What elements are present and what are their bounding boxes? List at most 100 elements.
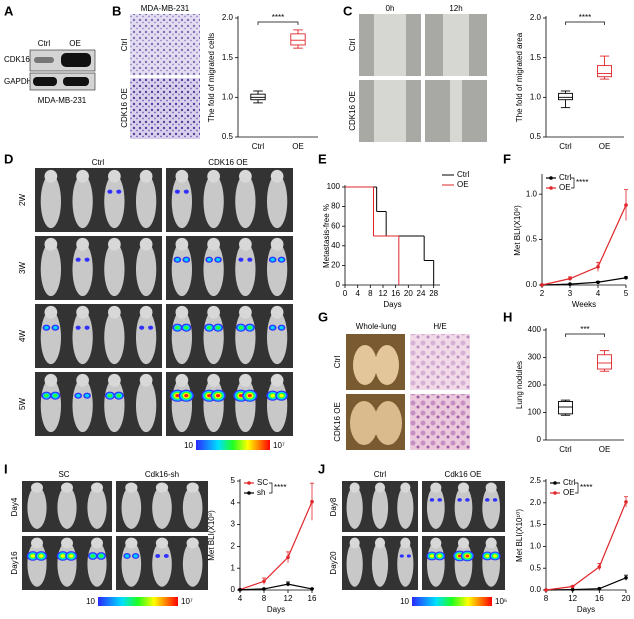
signal — [215, 394, 221, 398]
mouse — [40, 174, 62, 229]
mouse-head — [400, 482, 411, 493]
panel-letter: H — [503, 309, 512, 324]
point — [624, 275, 628, 280]
y-axis-label: Lung nodules — [515, 361, 524, 409]
row-label: CDK16 OE — [120, 88, 129, 128]
point — [624, 500, 628, 504]
lung-lobe — [353, 345, 377, 385]
x-axis-label: Days — [383, 300, 401, 309]
mouse-head — [31, 537, 43, 549]
row-label: 2W — [18, 194, 27, 206]
mouse-head — [61, 482, 73, 493]
x-tick-label: 24 — [417, 289, 426, 298]
mouse — [266, 310, 288, 365]
color-scale — [196, 440, 270, 450]
mouse-head — [61, 537, 73, 549]
signal — [124, 554, 130, 558]
point — [310, 499, 314, 504]
series-line — [239, 583, 313, 591]
row-label: CDK16 — [4, 55, 30, 64]
y-tick-label: 0 — [537, 435, 542, 444]
x-tick-label: 4 — [355, 289, 360, 298]
mouse-head — [186, 482, 199, 493]
signal — [430, 554, 434, 558]
signal — [279, 393, 284, 398]
mouse-head — [239, 305, 252, 319]
blot-band — [61, 53, 91, 67]
legend-label: Ctrl — [563, 478, 576, 487]
mouse — [397, 541, 414, 587]
y-tick-label: 3 — [231, 520, 236, 529]
mouse — [40, 310, 62, 365]
signal — [238, 257, 244, 262]
blot-band — [34, 57, 54, 63]
signal — [175, 325, 180, 330]
mouse — [371, 486, 389, 529]
signal — [84, 325, 90, 330]
column-label: Ctrl — [92, 158, 105, 167]
mouse — [152, 486, 172, 529]
wound-gap — [374, 80, 406, 142]
mouse — [482, 486, 501, 529]
mouse-head — [44, 373, 58, 387]
y-tick-label: 400 — [528, 325, 542, 334]
mouse-head — [155, 537, 169, 549]
signal — [116, 189, 122, 194]
series-line — [541, 277, 627, 286]
y-tick-label: 1 — [231, 563, 236, 572]
signal — [485, 498, 490, 502]
imaging-i-labels: SC Cdk16-sh Day4 Day16 10 10⁷ — [10, 470, 193, 606]
mouse-head — [485, 482, 497, 493]
point — [286, 582, 290, 586]
signal — [492, 498, 498, 502]
signal — [206, 257, 212, 262]
column-label: Ctrl — [38, 39, 51, 48]
signal — [44, 325, 49, 330]
imaging-j-labels: Ctrl Cdk16 OE Day8 Day20 10 10⁶ — [329, 470, 507, 606]
significance-label: **** — [579, 13, 591, 22]
y-axis-label: The fold of migrated area — [515, 32, 524, 122]
blot-band — [33, 77, 57, 86]
mouse — [72, 174, 93, 229]
mouse-head — [270, 305, 284, 319]
signal — [399, 554, 404, 558]
row-label: 4W — [18, 330, 27, 342]
mouse-head — [270, 373, 284, 387]
significance-bracket — [565, 21, 605, 25]
row-label: Day8 — [329, 497, 338, 516]
mouse-head — [175, 237, 189, 251]
point — [568, 276, 572, 281]
y-tick-label: 1.5 — [530, 520, 542, 529]
x-tick-label: Ctrl — [559, 142, 572, 151]
mouse — [346, 486, 363, 529]
y-tick-label: 0.5 — [530, 563, 542, 572]
mouse-head — [186, 537, 199, 549]
signal — [238, 325, 244, 330]
box — [290, 33, 306, 46]
x-axis-label: Weeks — [572, 300, 596, 309]
signal — [133, 554, 138, 558]
x-tick-label: 20 — [404, 289, 413, 298]
chart: 0.5 1.0 1.5 2.0 The fold of migrated area Ctr… — [515, 13, 624, 151]
mouse-head — [44, 237, 58, 251]
mouse — [426, 486, 445, 529]
legend-label: SC — [257, 478, 268, 487]
mouse-head — [125, 482, 138, 493]
row-label: 3W — [18, 262, 27, 274]
signal — [279, 325, 284, 330]
signal — [207, 394, 212, 398]
column-label: Ctrl — [374, 470, 387, 479]
signal — [215, 257, 221, 262]
mouse — [203, 174, 224, 229]
signal — [155, 554, 161, 558]
wound-gap — [450, 80, 462, 142]
row-label: CDK16 OE — [333, 402, 342, 442]
scale-label: 10⁷ — [181, 597, 193, 606]
legend-marker — [247, 491, 251, 495]
panel-letter: G — [318, 309, 328, 324]
legend-marker — [553, 491, 557, 495]
signal — [75, 325, 81, 330]
y-tick-label: 0.0 — [526, 280, 538, 289]
x-tick-label: Ctrl — [252, 142, 265, 151]
